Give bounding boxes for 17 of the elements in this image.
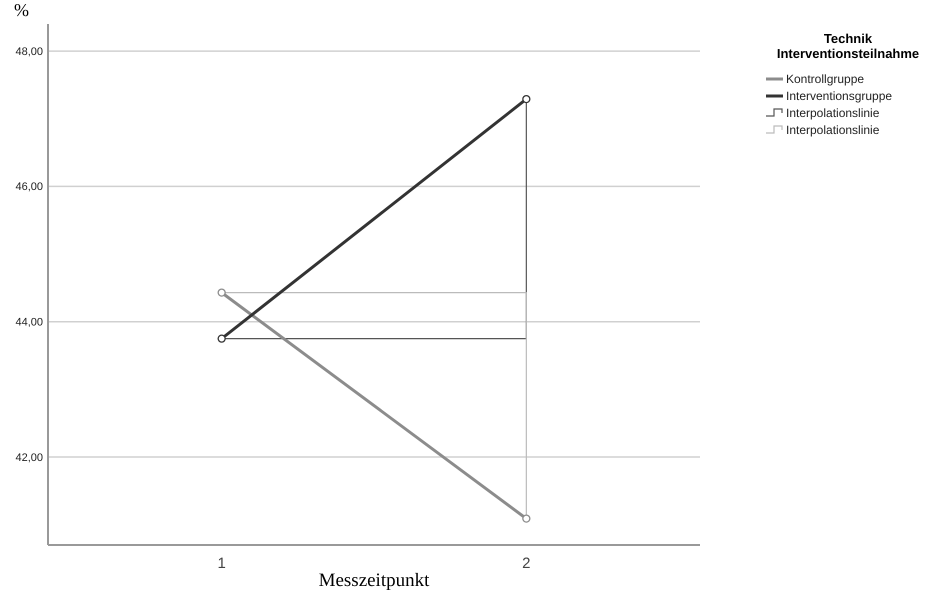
y-tick-label: 48,00 <box>15 46 43 58</box>
legend-label: Interpolationslinie <box>786 106 880 120</box>
point <box>522 94 530 104</box>
x-tick-label: 1 <box>217 555 226 572</box>
point <box>218 334 226 343</box>
y-axis-title: % <box>14 0 29 20</box>
y-tick-label: 44,00 <box>15 316 43 329</box>
point <box>218 288 226 297</box>
y-tick-label: 46,00 <box>15 181 43 194</box>
x-tick-label: 2 <box>522 555 531 572</box>
point <box>522 514 530 523</box>
y-tick-label: 42,00 <box>15 452 43 464</box>
legend-title: Technik Interventionsteilnahme <box>776 31 920 61</box>
legend-label: Kontrollgruppe <box>786 72 864 86</box>
legend-label: Interpolationslinie <box>786 123 880 138</box>
x-axis-title: Messzeitpunkt <box>318 570 430 591</box>
legend-label: Interventionsgruppe <box>786 89 892 104</box>
